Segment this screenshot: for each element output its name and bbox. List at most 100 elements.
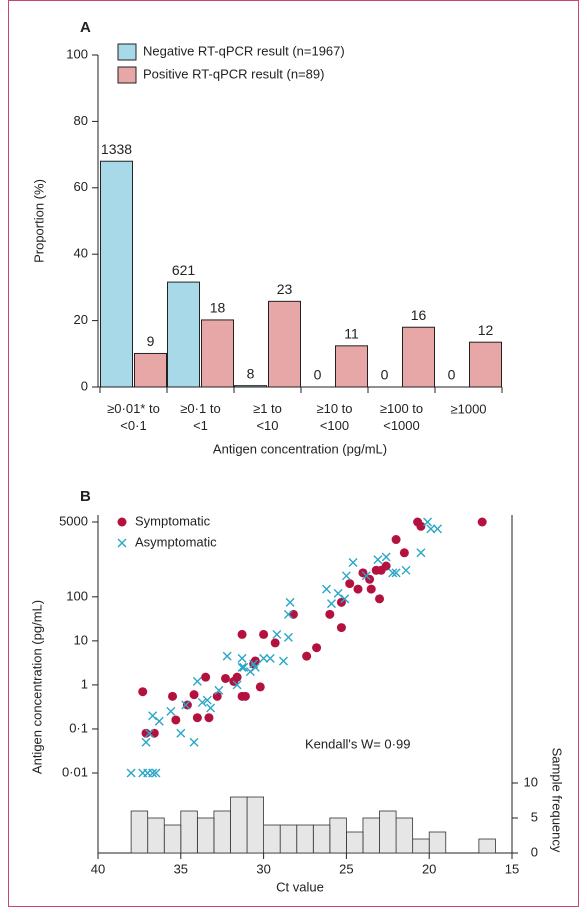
point	[361, 571, 371, 581]
histogram-bar	[478, 838, 496, 854]
point	[373, 555, 383, 565]
y2-tick-label: 0	[531, 844, 538, 859]
point	[426, 524, 436, 534]
point	[423, 517, 433, 527]
data-label: 0	[448, 367, 456, 383]
histogram-bar	[412, 838, 430, 854]
data-label: 16	[411, 307, 427, 323]
y-axis-title: Proportion (%)	[31, 179, 46, 263]
x-tick-label: ≥100 to <1000	[380, 401, 423, 433]
point	[348, 558, 358, 568]
data-label: 23	[277, 281, 293, 297]
point	[176, 728, 186, 738]
y-tick-label: 1	[81, 676, 88, 691]
point	[432, 524, 442, 534]
x-tick-label: ≥1 to <10	[253, 401, 282, 433]
point	[388, 568, 398, 578]
point	[237, 653, 247, 663]
histogram-bar	[428, 831, 447, 854]
point	[239, 662, 249, 672]
point	[144, 728, 154, 738]
point	[288, 609, 298, 619]
point	[353, 584, 363, 594]
point	[192, 676, 202, 686]
point	[283, 609, 293, 619]
panel-label: B	[80, 488, 91, 505]
point	[416, 521, 426, 531]
point	[237, 629, 247, 639]
histogram-bar	[196, 817, 215, 854]
point	[336, 623, 346, 633]
histogram-bar	[263, 824, 281, 854]
legend-swatch	[117, 66, 137, 84]
bar	[335, 345, 368, 388]
point	[272, 629, 282, 639]
legend-label: Positive RT-qPCR result (n=89)	[143, 66, 324, 81]
point	[327, 599, 336, 609]
x-tick-label: 20	[422, 861, 436, 876]
x-tick-label: 15	[505, 861, 519, 876]
legend-label: Symptomatic	[135, 513, 211, 528]
point	[399, 548, 409, 558]
y-tick-label: 0·01	[62, 764, 88, 779]
point	[182, 700, 192, 710]
data-label: 621	[172, 262, 196, 278]
point	[250, 662, 260, 672]
histogram-bar	[163, 824, 182, 854]
point	[232, 672, 242, 682]
point	[270, 638, 280, 648]
point	[189, 690, 199, 700]
point	[259, 629, 269, 639]
point	[391, 535, 401, 545]
histogram-bar	[345, 831, 364, 854]
point	[322, 584, 332, 594]
y-tick-label: 100	[66, 588, 88, 603]
point	[255, 682, 265, 692]
histogram-bar	[395, 817, 414, 854]
histogram-bar	[180, 810, 198, 854]
x-axis-title: Antigen concentration (pg/mL)	[213, 441, 387, 456]
point	[416, 548, 426, 558]
point	[340, 594, 350, 604]
point	[259, 653, 269, 663]
legend-label: Negative RT-qPCR result (n=1967)	[143, 43, 345, 58]
point	[312, 643, 322, 653]
point	[138, 687, 148, 697]
point	[154, 716, 164, 726]
data-label: 1338	[101, 141, 132, 157]
point	[237, 662, 247, 672]
x-tick-label: 40	[91, 861, 105, 876]
histogram-bar	[130, 810, 149, 854]
legend-label: Asymptomatic	[135, 534, 217, 549]
point	[192, 713, 202, 723]
histogram-bar	[362, 817, 380, 854]
point	[212, 691, 222, 701]
point	[381, 561, 391, 571]
point	[141, 737, 151, 747]
legend-marker	[117, 538, 127, 548]
x-tick-label: ≥0·1 to <1	[180, 401, 220, 433]
y2-tick-label: 10	[524, 774, 538, 789]
point	[197, 697, 207, 707]
point	[325, 609, 335, 619]
point	[333, 588, 343, 598]
point	[126, 768, 136, 778]
legend-marker	[117, 517, 127, 527]
histogram-bar	[296, 824, 314, 854]
y-tick-label: 20	[74, 312, 88, 327]
point	[189, 737, 199, 747]
panel-label: A	[80, 19, 91, 36]
point	[204, 713, 214, 723]
y-axis-title: Antigen concentration (pg/mL)	[29, 600, 44, 774]
point	[265, 653, 275, 663]
point	[148, 768, 158, 778]
y2-axis-title: Sample frequency	[550, 748, 565, 853]
x-tick-label: ≥10 to <100	[316, 401, 352, 433]
x-tick-label: 25	[339, 861, 353, 876]
histogram-bar	[329, 817, 347, 854]
point	[278, 656, 288, 666]
point	[166, 706, 176, 716]
y-tick-label: 60	[74, 179, 88, 194]
point	[141, 728, 151, 738]
bar	[134, 352, 167, 388]
